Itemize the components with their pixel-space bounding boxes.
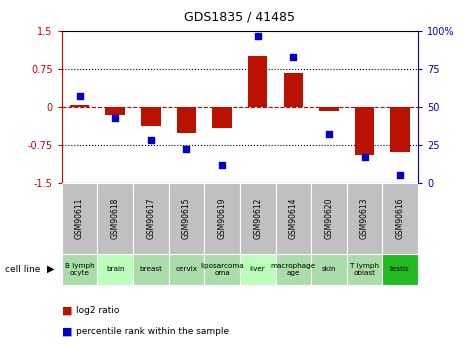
Point xyxy=(325,131,332,137)
Text: breast: breast xyxy=(139,266,162,272)
Bar xyxy=(97,254,133,285)
Bar xyxy=(169,183,204,254)
Bar xyxy=(311,183,347,254)
Text: cervix: cervix xyxy=(175,266,198,272)
Bar xyxy=(382,183,418,254)
Bar xyxy=(347,254,382,285)
Text: ■: ■ xyxy=(62,306,72,315)
Text: liposarcoma
oma: liposarcoma oma xyxy=(200,263,244,276)
Bar xyxy=(97,183,133,254)
Bar xyxy=(382,254,418,285)
Text: GSM90612: GSM90612 xyxy=(253,198,262,239)
Text: liver: liver xyxy=(250,266,266,272)
Text: GSM90615: GSM90615 xyxy=(182,197,191,239)
Bar xyxy=(169,254,204,285)
Text: GSM90616: GSM90616 xyxy=(396,197,405,239)
Bar xyxy=(240,183,276,254)
Point xyxy=(289,54,297,60)
Bar xyxy=(311,254,347,285)
Bar xyxy=(347,183,382,254)
Text: ▶: ▶ xyxy=(47,264,55,274)
Text: macrophage
age: macrophage age xyxy=(271,263,316,276)
Bar xyxy=(133,183,169,254)
Text: GSM90611: GSM90611 xyxy=(75,198,84,239)
Text: GDS1835 / 41485: GDS1835 / 41485 xyxy=(184,10,295,23)
Text: GSM90614: GSM90614 xyxy=(289,197,298,239)
Text: brain: brain xyxy=(106,266,124,272)
Text: percentile rank within the sample: percentile rank within the sample xyxy=(76,327,229,336)
Text: GSM90619: GSM90619 xyxy=(218,197,227,239)
Bar xyxy=(204,254,240,285)
Bar xyxy=(284,72,303,107)
Bar xyxy=(240,254,276,285)
Point xyxy=(396,172,404,178)
Text: log2 ratio: log2 ratio xyxy=(76,306,119,315)
Bar xyxy=(177,107,196,133)
Bar xyxy=(248,56,267,107)
Point xyxy=(76,93,84,99)
Point xyxy=(182,147,190,152)
Point xyxy=(218,162,226,167)
Text: cell line: cell line xyxy=(5,265,40,274)
Bar xyxy=(141,107,161,126)
Text: GSM90613: GSM90613 xyxy=(360,197,369,239)
Bar xyxy=(62,183,97,254)
Text: GSM90620: GSM90620 xyxy=(324,197,333,239)
Point xyxy=(254,33,261,38)
Point xyxy=(111,115,119,120)
Point xyxy=(147,138,155,143)
Text: skin: skin xyxy=(322,266,336,272)
Bar xyxy=(212,107,232,128)
Text: GSM90618: GSM90618 xyxy=(111,198,120,239)
Bar xyxy=(276,254,311,285)
Bar xyxy=(355,107,374,155)
Bar xyxy=(390,107,410,152)
Point xyxy=(361,154,369,160)
Text: testis: testis xyxy=(390,266,410,272)
Bar xyxy=(105,107,125,115)
Bar xyxy=(204,183,240,254)
Text: ■: ■ xyxy=(62,326,72,336)
Bar xyxy=(276,183,311,254)
Bar xyxy=(62,254,97,285)
Bar xyxy=(70,105,89,107)
Text: B lymph
ocyte: B lymph ocyte xyxy=(65,263,95,276)
Bar xyxy=(319,107,339,111)
Text: T lymph
oblast: T lymph oblast xyxy=(350,263,379,276)
Bar xyxy=(133,254,169,285)
Text: GSM90617: GSM90617 xyxy=(146,197,155,239)
